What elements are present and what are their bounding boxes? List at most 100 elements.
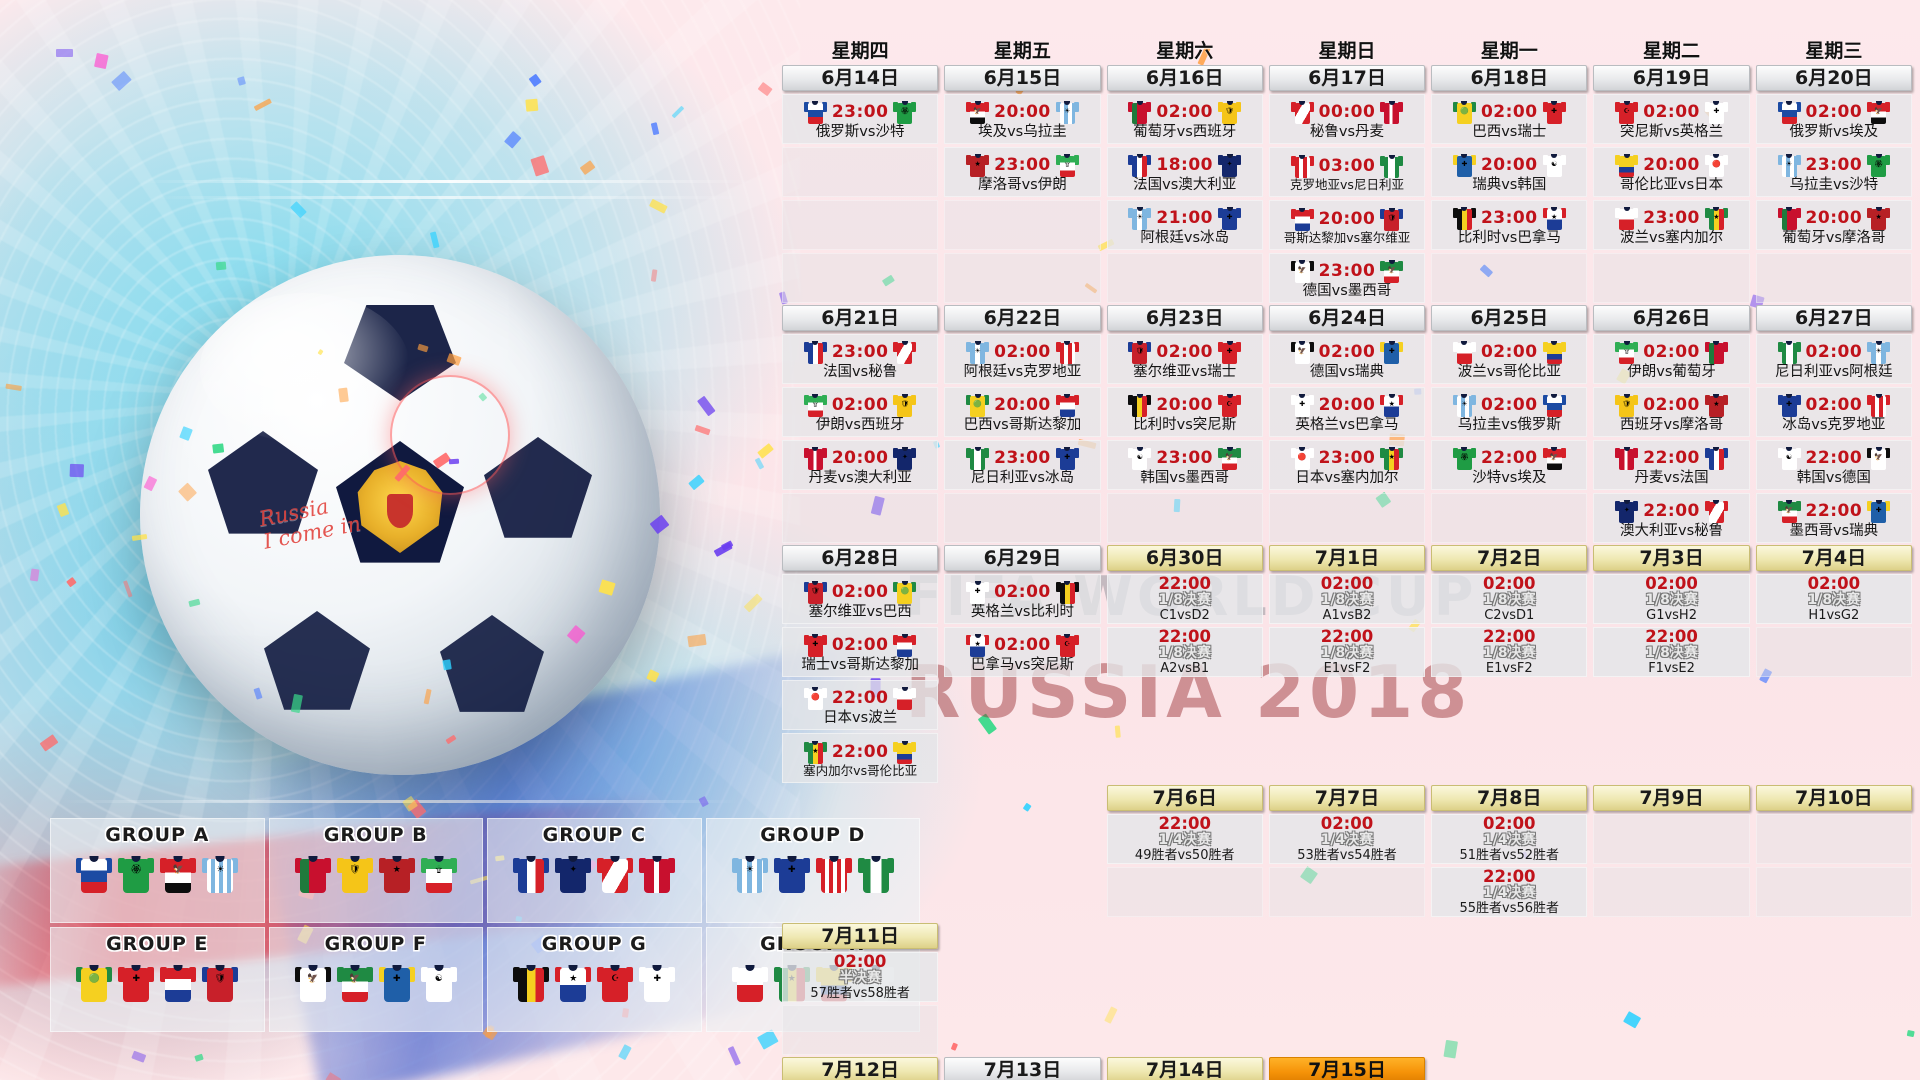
match-cell[interactable]: ✚ 02:00 瑞士vs哥斯达黎加	[782, 627, 939, 677]
date-header[interactable]: 6月17日	[1268, 65, 1426, 91]
group-box-f[interactable]: GROUP F 🦅 🦅 ✚ ☯	[268, 927, 483, 1032]
date-header[interactable]: 6月24日	[1268, 305, 1426, 331]
match-cell[interactable]: 🦅 23:00 🦅 德国vs墨西哥	[1268, 253, 1426, 303]
date-header[interactable]: 6月29日	[944, 545, 1101, 571]
match-cell[interactable]: 🦅 20:00 ☀ 埃及vs乌拉圭	[944, 94, 1101, 144]
match-cell[interactable]: ☯ 22:00 🦅 韩国vs德国	[1755, 440, 1912, 490]
match-cell[interactable]: 02:00 ☀ 尼日利亚vs阿根廷	[1755, 334, 1912, 384]
match-cell[interactable]: ☀ 02:00 乌拉圭vs俄罗斯	[1431, 387, 1588, 437]
match-cell[interactable]: ★ 22:00 塞内加尔vs哥伦比亚	[782, 733, 939, 783]
date-header[interactable]: 7月15日	[1268, 1057, 1426, 1080]
group-box-e[interactable]: GROUP E 🟢 ✚ 🛡	[50, 927, 265, 1032]
match-cell[interactable]: 🛡 02:00 ✚ 塞尔维亚vs瑞士	[1106, 334, 1263, 384]
match-cell[interactable]: 🔴 23:00 ★ 日本vs塞内加尔	[1268, 440, 1426, 490]
match-cell[interactable]: 23:00 🏵 俄罗斯vs沙特	[782, 94, 939, 144]
date-header[interactable]: 6月20日	[1755, 65, 1912, 91]
match-cell[interactable]: ✚ 02:00 冰岛vs克罗地亚	[1755, 387, 1912, 437]
match-cell[interactable]: ✚ 20:00 ☯ 瑞典vs韩国	[1431, 147, 1588, 197]
match-cell[interactable]: 23:00 ★ 比利时vs巴拿马	[1431, 200, 1588, 250]
knockout-match-cell[interactable]: 22:00 1/8决赛 C1vsD2	[1106, 574, 1263, 624]
date-header[interactable]: 6月27日	[1755, 305, 1912, 331]
knockout-match-cell[interactable]: 02:00 1/4决赛 53胜者vs54胜者	[1268, 814, 1426, 864]
match-cell[interactable]: 🛡 02:00 ★ 西班牙vs摩洛哥	[1593, 387, 1750, 437]
date-header[interactable]: 6月18日	[1431, 65, 1588, 91]
date-header[interactable]: 7月9日	[1593, 785, 1750, 811]
match-cell[interactable]: ✦ 22:00 澳大利亚vs秘鲁	[1593, 493, 1750, 543]
match-cell[interactable]: ☀ 23:00 🏵 乌拉圭vs沙特	[1755, 147, 1912, 197]
knockout-match-cell[interactable]: 22:00 1/4决赛 49胜者vs50胜者	[1106, 814, 1263, 864]
date-header[interactable]: 7月3日	[1593, 545, 1750, 571]
date-header[interactable]: 6月28日	[782, 545, 939, 571]
match-cell[interactable]: 22:00 丹麦vs法国	[1593, 440, 1750, 490]
match-cell[interactable]: 20:00 ☪ 比利时vs突尼斯	[1106, 387, 1263, 437]
match-cell[interactable]: 02:00 🛡 葡萄牙vs西班牙	[1106, 94, 1263, 144]
match-cell[interactable]: 23:00 法国vs秘鲁	[782, 334, 939, 384]
knockout-match-cell[interactable]: 02:00 1/8决赛 G1vsH2	[1593, 574, 1750, 624]
match-cell[interactable]: ☯ 23:00 🦅 韩国vs墨西哥	[1106, 440, 1263, 490]
knockout-match-cell[interactable]: 02:00 1/8决赛 A1vsB2	[1268, 574, 1426, 624]
match-cell[interactable]: 02:00 🦅 俄罗斯vs埃及	[1755, 94, 1912, 144]
match-cell[interactable]: 🦅 02:00 ✚ 德国vs瑞典	[1268, 334, 1426, 384]
date-header[interactable]: 7月6日	[1106, 785, 1263, 811]
knockout-match-cell[interactable]: 22:00 1/8决赛 E1vsF2	[1268, 627, 1426, 677]
date-header[interactable]: 6月21日	[782, 305, 939, 331]
date-header[interactable]: 7月2日	[1431, 545, 1588, 571]
group-box-b[interactable]: GROUP B 🛡 ★ ۩	[268, 818, 483, 923]
match-cell[interactable]: 18:00 ✦ 法国vs澳大利亚	[1106, 147, 1263, 197]
knockout-match-cell[interactable]: 02:00 1/8决赛 C2vsD1	[1431, 574, 1588, 624]
match-cell[interactable]: ۩ 02:00 🛡 伊朗vs西班牙	[782, 387, 939, 437]
group-box-a[interactable]: GROUP A 🏵 🦅 ☀	[50, 818, 265, 923]
group-box-c[interactable]: GROUP C ✦	[487, 818, 702, 923]
date-header[interactable]: 6月14日	[782, 65, 939, 91]
match-cell[interactable]: ✚ 20:00 ★ 英格兰vs巴拿马	[1268, 387, 1426, 437]
match-cell[interactable]: ☪ 02:00 ✚ 突尼斯vs英格兰	[1593, 94, 1750, 144]
match-cell[interactable]: 20:00 ✦ 丹麦vs澳大利亚	[782, 440, 939, 490]
match-cell[interactable]: 🛡 02:00 🟢 塞尔维亚vs巴西	[782, 574, 939, 624]
date-header[interactable]: 7月13日	[944, 1057, 1101, 1080]
match-cell[interactable]: 20:00 🔴 哥伦比亚vs日本	[1593, 147, 1750, 197]
knockout-match-cell[interactable]: 22:00 1/8决赛 F1vsE2	[1593, 627, 1750, 677]
date-header[interactable]: 7月12日	[782, 1057, 939, 1080]
date-header[interactable]: 7月8日	[1431, 785, 1588, 811]
match-cell[interactable]: 🏵 22:00 🦅 沙特vs埃及	[1431, 440, 1588, 490]
match-cell[interactable]: 🔴 22:00 日本vs波兰	[782, 680, 939, 730]
match-cell[interactable]: ۩ 02:00 伊朗vs葡萄牙	[1593, 334, 1750, 384]
date-header[interactable]: 7月1日	[1268, 545, 1426, 571]
match-cell[interactable]: ★ 23:00 ۩ 摩洛哥vs伊朗	[944, 147, 1101, 197]
date-header[interactable]: 6月26日	[1593, 305, 1750, 331]
knockout-match-cell[interactable]: 22:00 1/4决赛 55胜者vs56胜者	[1431, 867, 1588, 917]
date-header[interactable]: 7月10日	[1755, 785, 1912, 811]
date-header[interactable]: 7月14日	[1106, 1057, 1263, 1080]
date-header[interactable]: 6月15日	[944, 65, 1101, 91]
date-header[interactable]: 6月16日	[1106, 65, 1263, 91]
match-cell[interactable]: 🟢 20:00 巴西vs哥斯达黎加	[944, 387, 1101, 437]
match-cell[interactable]: 23:00 ★ 波兰vs塞内加尔	[1593, 200, 1750, 250]
match-cell[interactable]: ☀ 02:00 阿根廷vs克罗地亚	[944, 334, 1101, 384]
match-cell[interactable]: 23:00 ✚ 尼日利亚vs冰岛	[944, 440, 1101, 490]
date-header[interactable]: 7月4日	[1755, 545, 1912, 571]
date-header[interactable]: 6月25日	[1431, 305, 1588, 331]
match-cell[interactable]: 02:00 波兰vs哥伦比亚	[1431, 334, 1588, 384]
match-cell[interactable]: ✚ 02:00 英格兰vs比利时	[944, 574, 1101, 624]
date-header[interactable]: 6月22日	[944, 305, 1101, 331]
match-cell[interactable]: ☀ 21:00 ✚ 阿根廷vs冰岛	[1106, 200, 1263, 250]
knockout-match-cell[interactable]: 02:00 1/4决赛 51胜者vs52胜者	[1431, 814, 1588, 864]
match-cell[interactable]: 🦅 22:00 ✚ 墨西哥vs瑞典	[1755, 493, 1912, 543]
date-header[interactable]: 6月19日	[1593, 65, 1750, 91]
date-header[interactable]: 6月23日	[1106, 305, 1263, 331]
match-cell[interactable]: 🟢 02:00 ✚ 巴西vs瑞士	[1431, 94, 1588, 144]
date-header[interactable]: 7月7日	[1268, 785, 1426, 811]
group-box-d[interactable]: GROUP D ☀ ✚	[705, 818, 920, 923]
knockout-match-cell[interactable]: 22:00 1/8决赛 A2vsB1	[1106, 627, 1263, 677]
date-header[interactable]: 6月30日	[1106, 545, 1263, 571]
knockout-match-cell[interactable]: 22:00 1/8决赛 E1vsF2	[1431, 627, 1588, 677]
group-box-g[interactable]: GROUP G ★ ☪ ✚	[487, 927, 702, 1032]
match-cell[interactable]: ★ 02:00 ☪ 巴拿马vs突尼斯	[944, 627, 1101, 677]
knockout-match-cell[interactable]: 02:00 1/8决赛 H1vsG2	[1755, 574, 1912, 624]
match-cell[interactable]: 03:00 克罗地亚vs尼日利亚	[1268, 147, 1426, 197]
match-cell[interactable]: 00:00 秘鲁vs丹麦	[1268, 94, 1426, 144]
knockout-match-cell[interactable]: 02:00 半决赛 57胜者vs58胜者	[782, 952, 939, 1002]
match-cell[interactable]: 20:00 🛡 哥斯达黎加vs塞尔维亚	[1268, 200, 1426, 250]
match-cell[interactable]: 20:00 ★ 葡萄牙vs摩洛哥	[1755, 200, 1912, 250]
date-header[interactable]: 7月11日	[782, 923, 939, 949]
